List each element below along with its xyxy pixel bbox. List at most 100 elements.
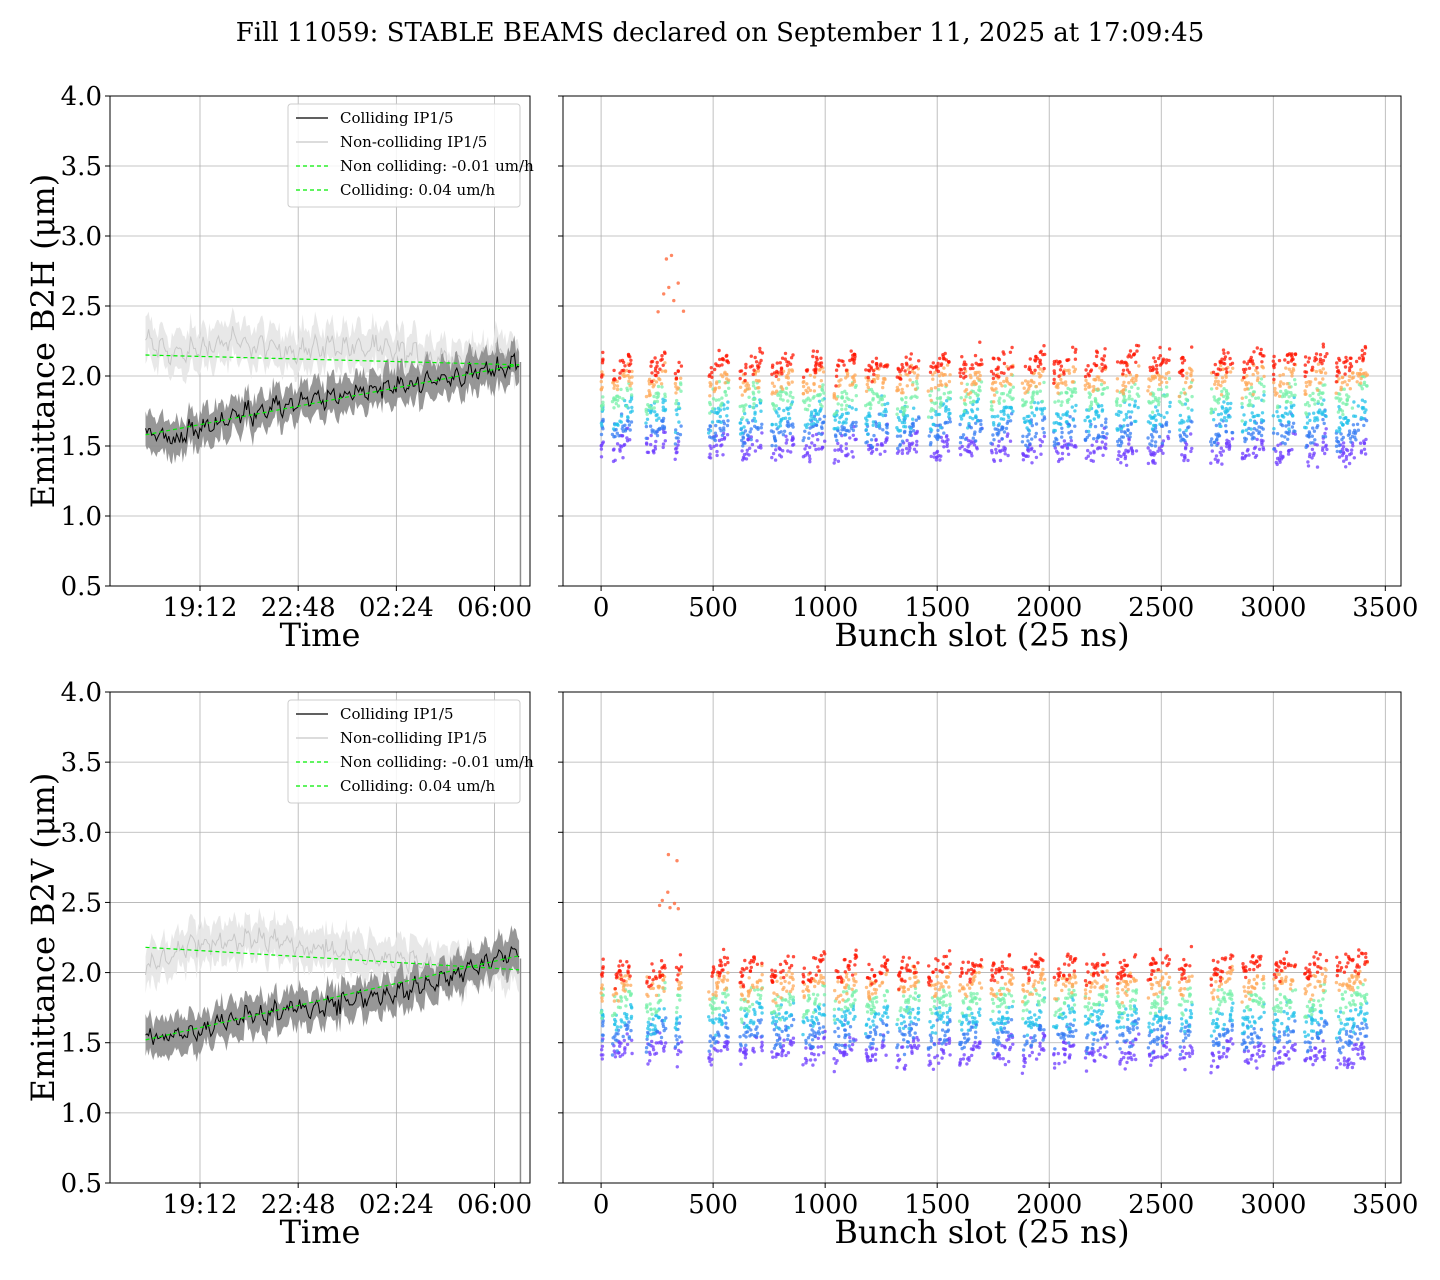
bunch-emittance-point	[744, 365, 748, 370]
bunch-emittance-point	[612, 383, 617, 387]
bunch-emittance-point	[994, 451, 999, 455]
bunch-emittance-point	[1129, 446, 1134, 450]
bunch-emittance-point	[778, 397, 783, 401]
bunch-emittance-point	[1321, 358, 1326, 363]
bunch-emittance-point	[1164, 385, 1169, 389]
bunch-emittance-point	[771, 1016, 775, 1020]
bunch-emittance-point	[1318, 391, 1322, 395]
bunch-emittance-point	[1341, 441, 1346, 445]
y-tick-label: 3.0	[61, 222, 102, 252]
bunch-emittance-point	[1186, 406, 1190, 410]
bunch-emittance-point	[722, 437, 727, 441]
bunch-emittance-point	[1321, 434, 1325, 439]
bunch-emittance-point	[1209, 440, 1213, 444]
bunch-emittance-point	[1248, 418, 1253, 422]
bunch-emittance-point	[1219, 424, 1223, 429]
bunch-emittance-point	[813, 1058, 817, 1062]
bunch-emittance-point	[1246, 403, 1251, 407]
bunch-emittance-point	[1032, 371, 1037, 375]
bunch-emittance-point	[1242, 413, 1246, 417]
bunch-emittance-point	[1305, 412, 1309, 417]
bunch-emittance-point	[627, 369, 631, 374]
bunch-emittance-point	[775, 361, 779, 365]
bunch-emittance-point	[1153, 440, 1158, 444]
bunch-emittance-point	[1033, 358, 1037, 362]
bunch-emittance-point	[819, 973, 823, 978]
bunch-emittance-point	[936, 361, 940, 366]
bunch-emittance-point	[622, 982, 626, 987]
bunch-emittance-point	[720, 396, 724, 400]
bunch-emittance-point	[1160, 441, 1165, 445]
bunch-emittance-point	[1121, 388, 1125, 393]
bunch-emittance-point	[1054, 420, 1059, 425]
bunch-emittance-point	[837, 1007, 841, 1011]
bunch-emittance-point	[625, 997, 629, 1002]
bunch-emittance-point	[674, 428, 678, 432]
bunch-emittance-point	[1066, 400, 1070, 405]
bunch-emittance-point	[630, 369, 634, 374]
bunch-emittance-point	[1150, 415, 1155, 420]
bunch-emittance-point	[1216, 382, 1221, 387]
bunch-emittance-point	[898, 434, 903, 438]
bunch-emittance-point	[1156, 387, 1161, 392]
bunch-emittance-point	[975, 1044, 980, 1048]
bunch-emittance-point	[1339, 387, 1343, 392]
bunch-emittance-point	[791, 395, 795, 400]
bunch-emittance-point	[1126, 423, 1130, 428]
bunch-emittance-point	[966, 960, 971, 964]
bunch-emittance-point	[1273, 393, 1278, 397]
bunch-emittance-point	[844, 975, 849, 979]
bunch-emittance-point	[1252, 350, 1256, 354]
bunch-emittance-point	[710, 974, 714, 978]
bunch-emittance-point	[749, 965, 753, 970]
bunch-emittance-point	[847, 986, 851, 991]
bunch-emittance-point	[721, 453, 725, 457]
bunch-emittance-point	[1249, 427, 1253, 431]
bunch-emittance-point	[1011, 409, 1015, 413]
bunch-emittance-point	[882, 1044, 886, 1048]
bunch-emittance-point	[808, 388, 813, 393]
bunch-emittance-point	[838, 383, 842, 387]
bunch-emittance-point	[834, 384, 838, 388]
bunch-emittance-point	[760, 422, 764, 426]
bunch-emittance-point	[957, 989, 962, 993]
bunch-emittance-point	[870, 982, 874, 986]
bunch-emittance-point	[806, 1018, 810, 1023]
bunch-emittance-point	[650, 359, 655, 364]
bunch-emittance-point	[934, 982, 938, 987]
bunch-emittance-point	[935, 368, 939, 372]
bunch-emittance-point	[932, 455, 936, 459]
bunch-emittance-point	[751, 985, 756, 990]
bunch-emittance-point	[882, 955, 886, 959]
bunch-emittance-point	[1067, 431, 1071, 435]
bunch-emittance-point	[915, 439, 919, 444]
bunch-emittance-point	[935, 455, 939, 459]
bunch-emittance-point	[958, 422, 962, 427]
bunch-emittance-point	[1153, 451, 1157, 456]
bunch-emittance-point	[975, 407, 980, 411]
bunch-emittance-point	[975, 447, 979, 451]
bunch-emittance-point	[1165, 380, 1169, 385]
bunch-emittance-point	[803, 447, 807, 451]
bunch-emittance-point	[1084, 368, 1088, 372]
bunch-emittance-point	[623, 429, 628, 433]
bunch-emittance-point	[996, 444, 1001, 448]
bunch-emittance-point	[1344, 454, 1349, 459]
noncolliding-fit-line	[145, 354, 520, 366]
bunch-emittance-point	[1052, 377, 1056, 382]
bunch-emittance-point	[836, 975, 840, 980]
bunch-emittance-point	[646, 1062, 650, 1066]
bunch-emittance-point	[854, 424, 858, 428]
bunch-emittance-point	[1293, 378, 1297, 382]
bunch-emittance-point	[995, 992, 999, 996]
bunch-emittance-point	[843, 1045, 847, 1050]
bunch-emittance-point	[708, 1052, 712, 1057]
bunch-emittance-point	[1308, 382, 1312, 387]
bunch-emittance-point	[785, 989, 789, 993]
bunch-emittance-point	[997, 401, 1002, 405]
bunch-emittance-point	[1249, 403, 1254, 407]
bunch-emittance-point	[1065, 368, 1069, 373]
bunch-emittance-point	[790, 987, 795, 991]
bunch-emittance-point	[1280, 434, 1284, 438]
bunch-emittance-point	[840, 1043, 844, 1048]
